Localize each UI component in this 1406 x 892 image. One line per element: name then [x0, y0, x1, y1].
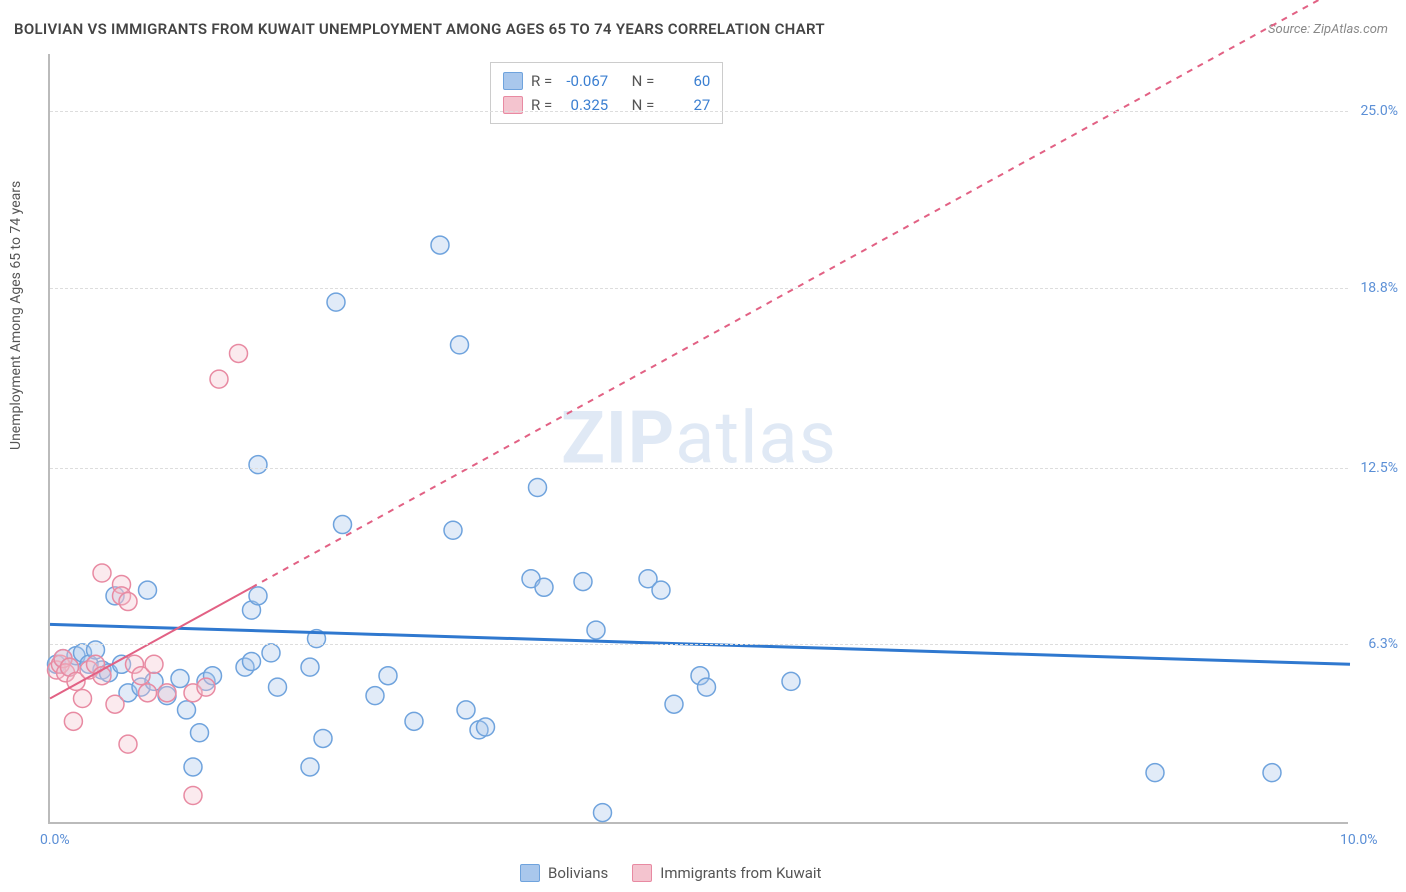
legend-swatch-0	[520, 864, 540, 882]
data-point	[314, 729, 332, 747]
data-point	[594, 804, 612, 822]
trend-line-dashed	[252, 0, 1351, 588]
data-point	[457, 701, 475, 719]
data-point	[184, 786, 202, 804]
y-tick-label: 25.0%	[1360, 103, 1398, 119]
data-point	[184, 758, 202, 776]
y-axis-label: Unemployment Among Ages 65 to 74 years	[8, 181, 24, 450]
data-point	[366, 687, 384, 705]
x-tick-label: 0.0%	[40, 832, 70, 848]
source-label: Source: ZipAtlas.com	[1268, 22, 1388, 37]
legend-item-1: Immigrants from Kuwait	[632, 864, 821, 882]
data-point	[230, 344, 248, 362]
plot-svg	[50, 54, 1348, 822]
chart-container: BOLIVIAN VS IMMIGRANTS FROM KUWAIT UNEMP…	[0, 0, 1406, 892]
data-point	[171, 670, 189, 688]
data-point	[529, 478, 547, 496]
data-point	[405, 712, 423, 730]
data-point	[782, 672, 800, 690]
data-point	[431, 236, 449, 254]
x-tick-label: 10.0%	[1340, 832, 1378, 848]
gridline	[50, 644, 1348, 645]
data-point	[652, 581, 670, 599]
data-point	[139, 581, 157, 599]
legend-item-0: Bolivians	[520, 864, 608, 882]
data-point	[587, 621, 605, 639]
data-point	[1263, 764, 1281, 782]
data-point	[262, 644, 280, 662]
data-point	[477, 718, 495, 736]
data-point	[301, 658, 319, 676]
data-point	[269, 678, 287, 696]
data-point	[249, 456, 267, 474]
data-point	[191, 724, 209, 742]
data-point	[334, 516, 352, 534]
data-point	[93, 564, 111, 582]
data-point	[301, 758, 319, 776]
data-point	[444, 521, 462, 539]
gridline	[50, 111, 1348, 112]
data-point	[119, 735, 137, 753]
legend-label-0: Bolivians	[548, 864, 608, 882]
y-tick-label: 18.8%	[1360, 280, 1398, 296]
data-point	[64, 712, 82, 730]
data-point	[535, 578, 553, 596]
data-point	[665, 695, 683, 713]
y-tick-label: 6.3%	[1368, 636, 1398, 652]
data-point	[178, 701, 196, 719]
data-point	[451, 336, 469, 354]
y-tick-label: 12.5%	[1360, 460, 1398, 476]
data-point	[197, 678, 215, 696]
data-point	[119, 593, 137, 611]
data-point	[74, 690, 92, 708]
data-point	[139, 684, 157, 702]
data-point	[158, 684, 176, 702]
data-point	[106, 695, 124, 713]
data-point	[698, 678, 716, 696]
data-point	[574, 573, 592, 591]
bottom-legend: Bolivians Immigrants from Kuwait	[520, 864, 821, 882]
data-point	[327, 293, 345, 311]
data-point	[145, 655, 163, 673]
legend-label-1: Immigrants from Kuwait	[660, 864, 821, 882]
plot-area: ZIPatlas R = -0.067 N = 60 R = 0.325 N =…	[48, 54, 1348, 824]
data-point	[379, 667, 397, 685]
legend-swatch-1	[632, 864, 652, 882]
data-point	[249, 587, 267, 605]
data-point	[210, 370, 228, 388]
gridline	[50, 468, 1348, 469]
data-point	[1146, 764, 1164, 782]
gridline	[50, 288, 1348, 289]
data-point	[243, 652, 261, 670]
chart-title: BOLIVIAN VS IMMIGRANTS FROM KUWAIT UNEMP…	[14, 20, 825, 38]
